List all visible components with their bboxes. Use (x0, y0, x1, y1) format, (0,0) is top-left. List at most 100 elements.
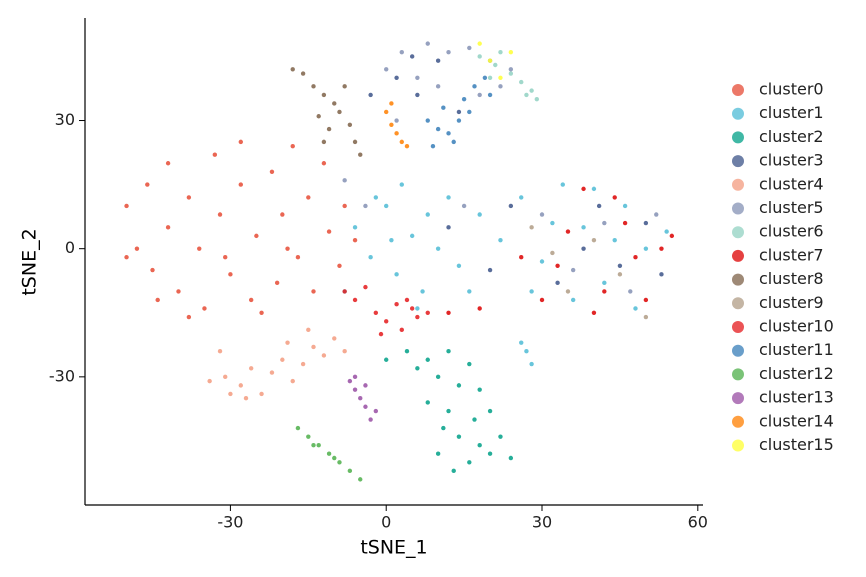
point (622, 203, 628, 209)
point (186, 195, 192, 200)
point (498, 434, 503, 439)
point (124, 255, 129, 260)
point (290, 67, 295, 72)
legend-label: cluster11 (759, 340, 834, 359)
point (519, 195, 524, 200)
point (456, 109, 462, 115)
y-axis-label: tSNE_2 (19, 228, 41, 295)
point (415, 306, 420, 311)
point (238, 182, 243, 187)
point (446, 195, 451, 200)
point (197, 246, 202, 251)
point (207, 378, 212, 384)
y-tick-label: -30 (49, 366, 75, 385)
point (487, 451, 493, 456)
point (591, 186, 597, 192)
point (425, 357, 430, 362)
point (409, 306, 415, 311)
legend-swatch (732, 84, 744, 96)
point (202, 306, 207, 311)
point (487, 408, 493, 414)
point (456, 118, 462, 123)
point (223, 374, 228, 380)
point (285, 246, 290, 251)
legend-label: cluster9 (759, 293, 824, 312)
legend-label: cluster2 (759, 127, 824, 146)
point (498, 84, 503, 89)
point (389, 122, 394, 127)
point (321, 139, 327, 145)
point (446, 49, 451, 55)
legend-label: cluster6 (759, 222, 824, 241)
point (311, 84, 316, 89)
legend-label: cluster14 (759, 411, 834, 430)
point (358, 477, 363, 482)
point (612, 195, 617, 200)
point (373, 310, 379, 315)
point (498, 237, 503, 243)
point (425, 41, 430, 46)
point (550, 250, 555, 256)
point (352, 387, 358, 392)
point (300, 71, 306, 76)
point (332, 101, 337, 106)
point (384, 203, 389, 209)
point (669, 233, 675, 239)
point (321, 92, 327, 98)
legend-label: cluster3 (759, 151, 824, 170)
x-tick-label: 0 (381, 513, 391, 532)
point (238, 383, 243, 388)
point (596, 203, 602, 209)
point (228, 272, 233, 277)
point (363, 284, 368, 290)
point (384, 357, 389, 362)
point (467, 460, 472, 465)
legend-label: cluster15 (759, 435, 834, 454)
y-tick-label: 0 (65, 238, 75, 257)
legend-label: cluster13 (759, 388, 834, 407)
point (399, 49, 404, 55)
point (326, 229, 332, 234)
point (404, 349, 410, 354)
point (311, 289, 316, 294)
point (524, 349, 529, 354)
point (378, 331, 384, 337)
point (487, 267, 493, 273)
point (212, 152, 218, 157)
point (269, 370, 275, 375)
point (223, 255, 228, 260)
point (477, 92, 482, 98)
point (446, 131, 451, 136)
point (565, 229, 571, 234)
point (337, 109, 342, 115)
point (539, 212, 545, 217)
point (519, 79, 524, 85)
point (326, 126, 332, 132)
point (280, 212, 285, 217)
point (342, 84, 347, 89)
point (394, 131, 399, 136)
point (622, 220, 628, 226)
point (524, 92, 529, 98)
point (446, 349, 451, 354)
point (337, 263, 342, 268)
point (394, 118, 399, 123)
point (461, 203, 467, 209)
point (404, 297, 410, 303)
legend-swatch (732, 439, 744, 452)
point (425, 400, 430, 405)
point (295, 255, 301, 260)
point (456, 263, 462, 268)
point (306, 434, 311, 439)
point (529, 88, 534, 93)
legend-swatch (732, 297, 744, 310)
point (352, 297, 358, 303)
point (581, 246, 586, 251)
point (347, 468, 353, 474)
point (165, 225, 171, 230)
point (529, 289, 534, 294)
point (435, 84, 441, 89)
point (420, 289, 425, 294)
x-axis-label: tSNE_1 (360, 537, 427, 559)
